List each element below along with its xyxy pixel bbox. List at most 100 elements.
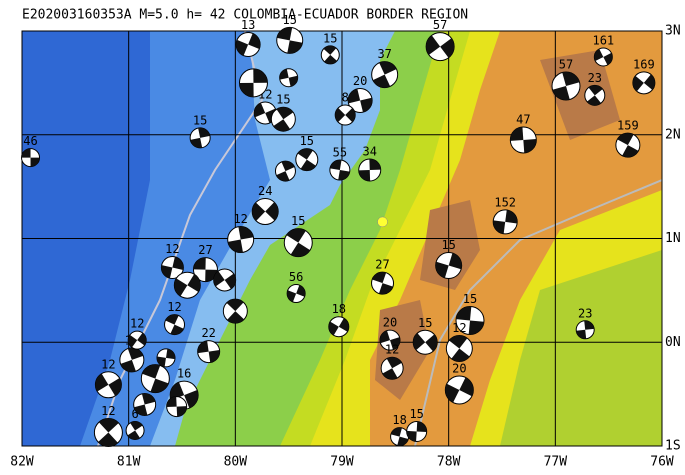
focal-mechanism [173, 271, 201, 299]
focal-mechanism [213, 268, 237, 292]
focal-mechanism [127, 330, 147, 350]
focal-mechanism [615, 132, 641, 158]
frame [21, 30, 663, 447]
compression-quadrant [161, 265, 173, 279]
compression-quadrant [238, 226, 254, 240]
depth-label: 12 [130, 317, 144, 331]
compression-quadrant [468, 320, 484, 335]
focal-mechanism [593, 47, 613, 67]
compression-quadrant [252, 202, 266, 221]
compression-quadrant [622, 145, 639, 158]
compression-quadrant [372, 272, 387, 284]
focal-mechanism [406, 420, 428, 442]
x-tick-label: 78W [437, 455, 461, 470]
depth-label: 12 [452, 321, 466, 335]
focal-mechanism [119, 347, 145, 373]
compression-quadrant [386, 357, 402, 369]
compression-quadrant [130, 421, 143, 431]
compression-quadrant [505, 210, 518, 224]
focal-mechanism [575, 320, 595, 340]
focal-mechanism [94, 371, 122, 399]
focal-mechanism [371, 271, 395, 295]
main-event [377, 216, 388, 228]
focal-mechanism [160, 256, 184, 280]
depth-label: 18 [392, 413, 406, 427]
compression-quadrant [382, 368, 398, 380]
compression-quadrant [413, 333, 426, 351]
focal-mechanism [379, 329, 401, 351]
focal-mechanism [189, 127, 211, 149]
compression-quadrant [379, 61, 397, 75]
compression-quadrant [603, 52, 613, 65]
compression-quadrant [287, 40, 303, 54]
compression-quadrant [617, 133, 634, 146]
compression-quadrant [510, 126, 524, 141]
depth-label: 152 [494, 195, 516, 209]
compression-quadrant [397, 436, 409, 446]
focal-mechanism [125, 420, 145, 440]
compression-quadrant [165, 314, 179, 325]
compression-quadrant [425, 334, 438, 352]
depth-label: 57 [559, 57, 573, 71]
depth-label: 46 [23, 134, 37, 148]
compression-quadrant [253, 68, 268, 83]
focal-mechanism [270, 106, 296, 132]
focal-mechanism [156, 348, 176, 368]
map-title: E202003160353A M=5.0 h= 42 COLOMBIA-ECUA… [22, 8, 468, 23]
focal-mechanism [133, 393, 157, 416]
focal-mechanism [380, 356, 404, 380]
compression-quadrant [445, 383, 460, 403]
compression-quadrant [448, 253, 462, 270]
depth-label: 27 [198, 243, 212, 257]
compression-quadrant [324, 54, 337, 64]
compression-quadrant [286, 228, 306, 243]
compression-quadrant [335, 107, 346, 123]
compression-quadrant [273, 119, 291, 132]
compression-quadrant [184, 389, 199, 409]
compression-quadrant [98, 418, 119, 433]
compression-quadrant [594, 48, 604, 62]
depth-label: 15 [409, 407, 423, 421]
compression-quadrant [170, 382, 185, 401]
compression-quadrant [248, 33, 261, 50]
focal-mechanism [192, 257, 218, 283]
focal-mechanism [164, 314, 186, 336]
depth-label: 56 [289, 270, 303, 284]
compression-quadrant [279, 68, 289, 80]
compression-quadrant [197, 340, 209, 354]
depth-label: 15 [193, 113, 207, 127]
compression-quadrant [288, 75, 298, 87]
compression-quadrant [552, 85, 570, 100]
focal-mechanism [93, 418, 123, 448]
y-tick-label: 1S [665, 439, 681, 454]
compression-quadrant [227, 239, 243, 253]
compression-quadrant [141, 393, 156, 405]
depth-label: 57 [433, 18, 447, 32]
compression-quadrant [205, 269, 218, 282]
compression-quadrant [297, 148, 313, 160]
depth-label: 15 [323, 31, 337, 45]
compression-quadrant [378, 283, 393, 295]
depth-label: 15 [418, 316, 432, 330]
compression-quadrant [372, 74, 391, 88]
depth-label: 12 [385, 343, 399, 357]
depth-label: 27 [375, 258, 389, 272]
compression-quadrant [127, 430, 140, 440]
compression-quadrant [276, 171, 290, 182]
compression-quadrant [459, 377, 474, 397]
compression-quadrant [586, 95, 602, 106]
y-tick-label: 2N [665, 127, 681, 142]
compression-quadrant [30, 157, 40, 167]
compression-quadrant [406, 430, 417, 442]
depth-label: 34 [363, 145, 377, 159]
compression-quadrant [435, 261, 449, 278]
compression-quadrant [134, 404, 148, 416]
focal-mechanism [320, 45, 340, 65]
compression-quadrant [380, 330, 390, 344]
focal-mechanism [444, 375, 474, 405]
compression-quadrant [198, 127, 210, 138]
compression-quadrant [348, 88, 361, 104]
focal-mechanism [295, 148, 319, 172]
compression-quadrant [426, 35, 441, 55]
depth-label: 20 [353, 74, 367, 88]
